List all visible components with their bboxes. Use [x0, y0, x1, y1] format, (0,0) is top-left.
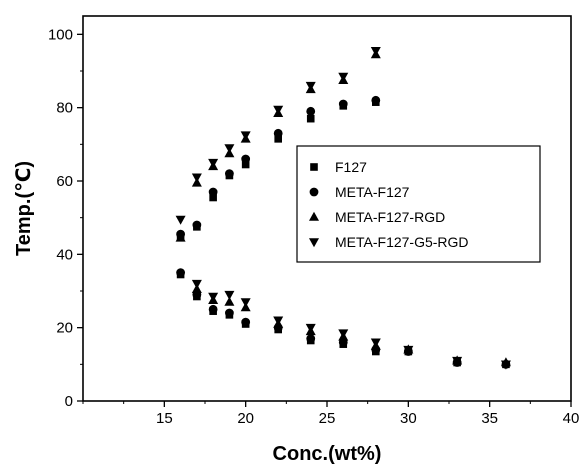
- data-point-meta-f127: [273, 128, 283, 138]
- legend-box: [296, 145, 541, 263]
- x-tick-label: 30: [400, 410, 417, 427]
- x-tick-label: 20: [237, 410, 254, 427]
- data-point-meta-f127: [176, 268, 186, 278]
- data-point-meta-f127-g5-rgd: [208, 158, 219, 168]
- data-point-meta-f127-rgd: [224, 296, 235, 306]
- data-point-meta-f127-g5-rgd: [500, 360, 511, 370]
- data-point-meta-f127-g5-rgd: [273, 316, 284, 326]
- data-point-meta-f127-g5-rgd: [338, 329, 349, 339]
- data-point-meta-f127-g5-rgd: [370, 338, 381, 348]
- data-point-meta-f127-g5-rgd: [305, 323, 316, 333]
- x-tick-label: 35: [481, 410, 498, 427]
- y-tick-label: 0: [65, 393, 73, 410]
- data-point-meta-f127: [241, 154, 251, 164]
- data-point-meta-f127: [371, 95, 381, 105]
- legend-label: F127: [335, 159, 367, 175]
- data-point-meta-f127-g5-rgd: [240, 298, 251, 308]
- x-tick-label: 25: [319, 410, 336, 427]
- data-point-meta-f127: [306, 334, 316, 344]
- data-point-meta-f127-g5-rgd: [452, 356, 463, 366]
- y-tick-label: 80: [56, 100, 73, 117]
- data-point-meta-f127-rgd: [175, 232, 186, 242]
- data-point-meta-f127-g5-rgd: [208, 292, 219, 302]
- data-point-f127: [306, 114, 315, 123]
- data-point-meta-f127-g5-rgd: [240, 131, 251, 141]
- data-point-f127: [209, 193, 217, 202]
- x-tick-label: 15: [156, 410, 173, 427]
- data-point-meta-f127: [306, 106, 316, 116]
- series-meta-f127-g5-rgd: [175, 47, 511, 370]
- data-point-meta-f127: [192, 220, 202, 230]
- y-tick-label: 60: [56, 173, 73, 190]
- y-axis-title: Temp.(℃): [13, 161, 35, 256]
- x-axis-ticks: 15 20 25 30 35 40: [82, 401, 579, 427]
- y-tick-label: 40: [56, 246, 73, 263]
- y-tick-label: 100: [48, 26, 73, 43]
- y-axis-ticks: 0 20 40 60 80 100: [48, 26, 83, 410]
- data-point-meta-f127-g5-rgd: [191, 173, 202, 183]
- data-point-meta-f127: [225, 169, 234, 179]
- data-point-f127: [241, 160, 250, 169]
- data-point-meta-f127: [241, 317, 251, 327]
- data-point-meta-f127: [225, 308, 234, 318]
- data-point-meta-f127-g5-rgd: [175, 215, 186, 225]
- data-point-meta-f127-g5-rgd: [273, 105, 284, 115]
- data-points: [175, 47, 511, 370]
- legend-marker-circle: [309, 187, 319, 197]
- data-point-meta-f127-g5-rgd: [403, 345, 414, 355]
- legend-marker-square: [310, 163, 318, 171]
- y-tick-label: 20: [56, 320, 73, 337]
- legend-marker-triangle-down: [309, 238, 319, 248]
- legend: F127 META-F127 META-F127-RGD META-F127-G5-R…: [296, 145, 541, 263]
- data-point-meta-f127-g5-rgd: [191, 279, 202, 289]
- data-point-meta-f127: [208, 187, 218, 197]
- plot-area-frame: [82, 15, 572, 402]
- data-point-meta-f127-g5-rgd: [224, 144, 235, 154]
- x-axis-title: Conc.(wt%): [273, 443, 382, 465]
- legend-label: META-F127-G5-RGD: [335, 234, 469, 250]
- data-point-meta-f127-g5-rgd: [370, 47, 381, 57]
- x-tick-label: 40: [563, 410, 579, 427]
- data-point-meta-f127-g5-rgd: [338, 72, 349, 82]
- legend-label: META-F127: [335, 184, 410, 200]
- legend-marker-triangle-up: [309, 211, 319, 221]
- data-point-f127: [274, 135, 282, 143]
- legend-label: META-F127-RGD: [335, 209, 445, 225]
- data-point-meta-f127: [208, 304, 218, 314]
- data-point-meta-f127: [338, 99, 348, 109]
- data-point-meta-f127-g5-rgd: [305, 81, 316, 91]
- data-point-meta-f127-g5-rgd: [224, 290, 235, 300]
